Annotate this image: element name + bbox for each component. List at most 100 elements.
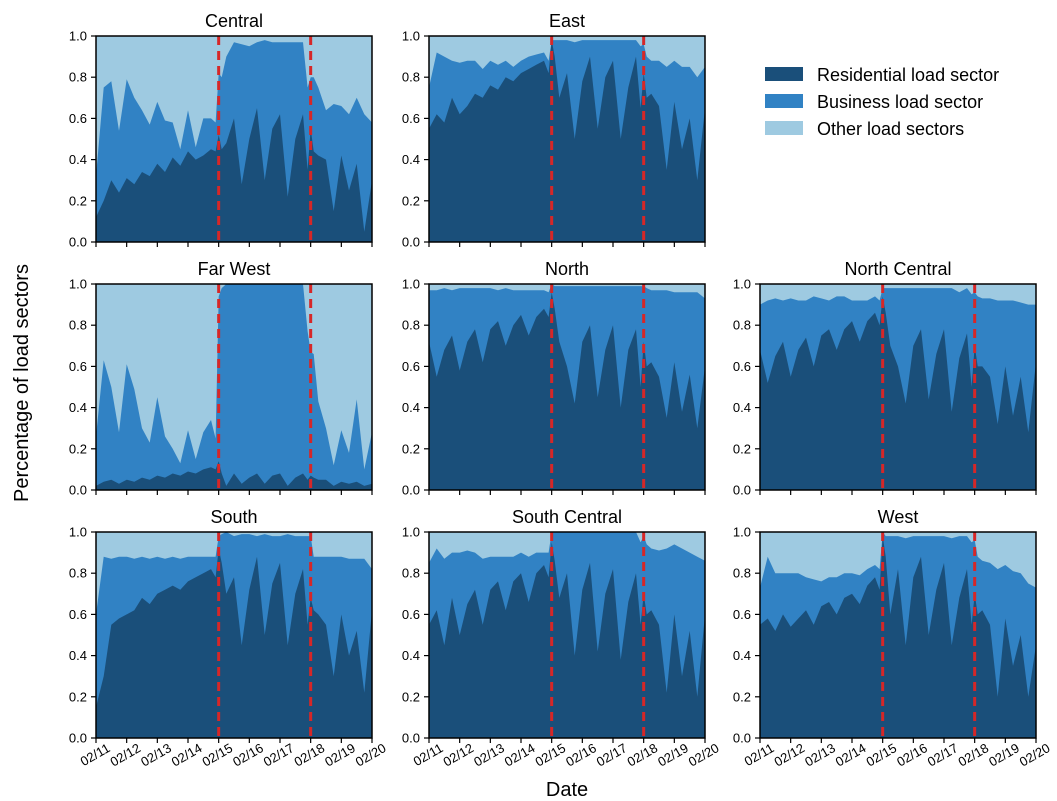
plot-frame-west (759, 531, 1037, 739)
plot-frame-south (95, 531, 373, 739)
area-residential-west (760, 536, 1036, 738)
y-tick-label-south-1: 0.2 (69, 689, 87, 704)
x-tick-label-west-8: 02/19 (986, 740, 1022, 769)
y-tick-label-far-west-0: 0.0 (69, 483, 87, 498)
y-tick-label-west-4: 0.8 (733, 566, 751, 581)
x-tick-label-south-central-5: 02/16 (563, 740, 599, 769)
panel-south-central: South Central0.00.20.40.60.81.002/1102/1… (402, 507, 722, 769)
y-tick-label-south-central-1: 0.2 (402, 689, 420, 704)
x-tick-label-west-4: 02/15 (863, 740, 899, 769)
area-residential-far-west (96, 461, 372, 490)
panel-north-central: North Central 0.0 0.2 0.4 0.6 0.8 1.0 (733, 259, 1037, 498)
panel-title-south-central: South Central (512, 507, 622, 527)
panel-west: West0.00.20.40.60.81.002/1102/1202/1302/… (733, 507, 1053, 769)
plot-frame-far-west (95, 283, 373, 491)
x-tick-label-south-6: 02/17 (261, 740, 297, 769)
panel-central: Central 0.0 0.2 0.4 0.6 0.8 1.0 (69, 11, 373, 250)
x-tick-label-south-central-8: 02/19 (655, 740, 691, 769)
y-axis-label: Percentage of load sectors (11, 264, 33, 502)
legend-swatch-residential (765, 67, 803, 81)
y-tick-label-east-0: 0.0 (402, 235, 420, 250)
x-tick-label-south-5: 02/16 (230, 740, 266, 769)
x-tick-label-west-9: 02/20 (1017, 740, 1053, 769)
y-tick-label-central-1: 0.2 (69, 193, 87, 208)
y-tick-label-north-central-4: 0.8 (733, 318, 751, 333)
plot-frame-east (428, 35, 706, 243)
legend: Residential load sector Business load se… (765, 65, 999, 139)
y-tick-label-east-4: 0.8 (402, 70, 420, 85)
area-residential-north-central (760, 296, 1036, 490)
y-tick-label-central-2: 0.4 (69, 152, 87, 167)
x-tick-label-west-7: 02/18 (955, 740, 991, 769)
y-tick-label-south-0: 0.0 (69, 731, 87, 746)
area-residential-south (96, 548, 372, 738)
x-tick-label-south-central-2: 02/13 (471, 740, 507, 769)
y-tick-label-north-4: 0.8 (402, 318, 420, 333)
x-tick-label-west-5: 02/16 (894, 740, 930, 769)
y-tick-label-north-1: 0.2 (402, 441, 420, 456)
panels-layer: Central 0.0 0.2 0.4 0.6 0.8 1.0 East 0.0 0.2 0.4 0.… (69, 11, 1053, 769)
panel-title-north-central: North Central (844, 259, 951, 279)
legend-item-other: Other load sectors (765, 119, 964, 139)
panel-title-south: South (210, 507, 257, 527)
panel-east: East 0.0 0.2 0.4 0.6 0.8 1.0 (402, 11, 706, 250)
legend-swatch-business (765, 94, 803, 108)
x-tick-label-south-central-1: 02/12 (440, 740, 476, 769)
x-tick-label-west-3: 02/14 (833, 740, 869, 769)
panel-title-far-west: Far West (198, 259, 271, 279)
y-tick-label-north-5: 1.0 (402, 277, 420, 292)
y-tick-label-north-2: 0.4 (402, 400, 420, 415)
x-tick-label-south-8: 02/19 (322, 740, 358, 769)
y-tick-label-central-5: 1.0 (69, 29, 87, 44)
y-tick-label-central-0: 0.0 (69, 235, 87, 250)
area-residential-central (96, 108, 372, 242)
legend-item-residential: Residential load sector (765, 65, 999, 85)
legend-label-other: Other load sectors (817, 119, 964, 139)
legend-label-residential: Residential load sector (817, 65, 999, 85)
panel-north: North 0.0 0.2 0.4 0.6 0.8 1.0 (402, 259, 706, 498)
y-tick-label-far-west-4: 0.8 (69, 318, 87, 333)
y-tick-label-south-2: 0.4 (69, 648, 87, 663)
y-tick-label-south-central-4: 0.8 (402, 566, 420, 581)
plot-frame-north (428, 283, 706, 491)
y-tick-label-east-5: 1.0 (402, 29, 420, 44)
y-tick-label-north-0: 0.0 (402, 483, 420, 498)
x-tick-label-west-6: 02/17 (925, 740, 961, 769)
panel-title-central: Central (205, 11, 263, 31)
legend-swatch-other (765, 121, 803, 135)
y-tick-label-south-central-0: 0.0 (402, 731, 420, 746)
plot-frame-central (95, 35, 373, 243)
y-tick-label-north-3: 0.6 (402, 359, 420, 374)
plot-frame-north-central (759, 283, 1037, 491)
y-tick-label-north-central-1: 0.2 (733, 441, 751, 456)
y-tick-label-central-4: 0.8 (69, 70, 87, 85)
y-tick-label-central-3: 0.6 (69, 111, 87, 126)
panel-south: South0.00.20.40.60.81.002/1102/1202/1302… (69, 507, 389, 769)
panel-title-east: East (549, 11, 585, 31)
x-tick-label-south-2: 02/13 (138, 740, 174, 769)
x-tick-label-south-central-3: 02/14 (502, 740, 538, 769)
panel-title-north: North (545, 259, 589, 279)
x-tick-label-south-3: 02/14 (169, 740, 205, 769)
y-tick-label-west-3: 0.6 (733, 607, 751, 622)
y-tick-label-south-4: 0.8 (69, 566, 87, 581)
x-tick-label-south-1: 02/12 (107, 740, 143, 769)
panel-far-west: Far West 0.0 0.2 0.4 0.6 0.8 1.0 (69, 259, 373, 498)
x-tick-label-south-central-4: 02/15 (532, 740, 568, 769)
y-tick-label-east-2: 0.4 (402, 152, 420, 167)
x-tick-label-south-7: 02/18 (291, 740, 327, 769)
x-tick-label-south-central-7: 02/18 (624, 740, 660, 769)
y-tick-label-north-central-3: 0.6 (733, 359, 751, 374)
plot-frame-south-central (428, 531, 706, 739)
legend-item-business: Business load sector (765, 92, 983, 112)
panel-title-west: West (878, 507, 919, 527)
y-tick-label-west-5: 1.0 (733, 525, 751, 540)
y-tick-label-west-2: 0.4 (733, 648, 751, 663)
x-tick-label-south-9: 02/20 (353, 740, 389, 769)
y-tick-label-far-west-2: 0.4 (69, 400, 87, 415)
x-tick-label-south-central-9: 02/20 (686, 740, 722, 769)
y-tick-label-far-west-1: 0.2 (69, 441, 87, 456)
area-residential-south-central (429, 542, 705, 738)
y-tick-label-south-central-3: 0.6 (402, 607, 420, 622)
